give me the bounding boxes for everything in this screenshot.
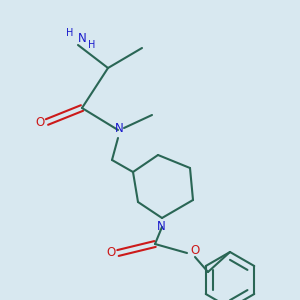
- Text: H: H: [66, 28, 74, 38]
- Text: N: N: [157, 220, 165, 232]
- Text: N: N: [78, 32, 86, 46]
- Text: O: O: [190, 244, 200, 256]
- Text: H: H: [88, 40, 96, 50]
- Text: O: O: [106, 247, 116, 260]
- Text: O: O: [35, 116, 45, 128]
- Text: N: N: [115, 122, 123, 134]
